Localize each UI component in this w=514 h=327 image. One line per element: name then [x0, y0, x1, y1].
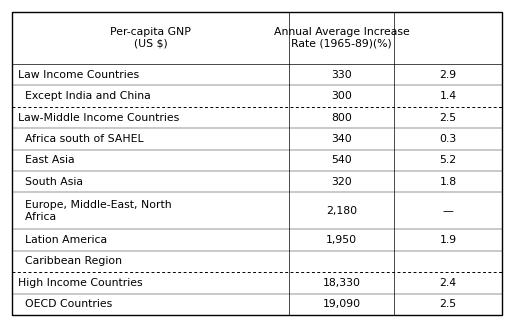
- Text: Per-capita GNP
(US $): Per-capita GNP (US $): [110, 27, 191, 49]
- Text: 340: 340: [331, 134, 352, 144]
- Text: High Income Countries: High Income Countries: [18, 278, 142, 288]
- Text: South Asia: South Asia: [18, 177, 83, 187]
- Text: Law Income Countries: Law Income Countries: [18, 70, 139, 80]
- Text: Law-Middle Income Countries: Law-Middle Income Countries: [18, 112, 179, 123]
- Text: 330: 330: [331, 70, 352, 80]
- Text: 1,950: 1,950: [326, 235, 357, 245]
- Text: OECD Countries: OECD Countries: [18, 299, 112, 309]
- Text: 1.8: 1.8: [439, 177, 456, 187]
- Text: 18,330: 18,330: [322, 278, 360, 288]
- Text: —: —: [443, 206, 453, 216]
- Text: 800: 800: [331, 112, 352, 123]
- Text: Caribbean Region: Caribbean Region: [18, 256, 122, 267]
- Text: East Asia: East Asia: [18, 155, 75, 165]
- Text: 2.5: 2.5: [439, 112, 456, 123]
- Text: 1.9: 1.9: [439, 235, 456, 245]
- Text: 0.3: 0.3: [439, 134, 457, 144]
- Text: 5.2: 5.2: [439, 155, 456, 165]
- Text: 2,180: 2,180: [326, 206, 357, 216]
- Text: 320: 320: [331, 177, 352, 187]
- Text: 1.4: 1.4: [439, 91, 456, 101]
- Text: Europe, Middle-East, North
  Africa: Europe, Middle-East, North Africa: [18, 200, 172, 222]
- Text: Except India and China: Except India and China: [18, 91, 151, 101]
- Text: Africa south of SAHEL: Africa south of SAHEL: [18, 134, 143, 144]
- Text: 19,090: 19,090: [322, 299, 361, 309]
- Text: 2.5: 2.5: [439, 299, 456, 309]
- Text: 2.9: 2.9: [439, 70, 456, 80]
- Text: Lation America: Lation America: [18, 235, 107, 245]
- Text: 2.4: 2.4: [439, 278, 456, 288]
- Text: 300: 300: [331, 91, 352, 101]
- Text: 540: 540: [331, 155, 352, 165]
- Text: Annual Average Increase
Rate (1965-89)(%): Annual Average Increase Rate (1965-89)(%…: [273, 27, 409, 49]
